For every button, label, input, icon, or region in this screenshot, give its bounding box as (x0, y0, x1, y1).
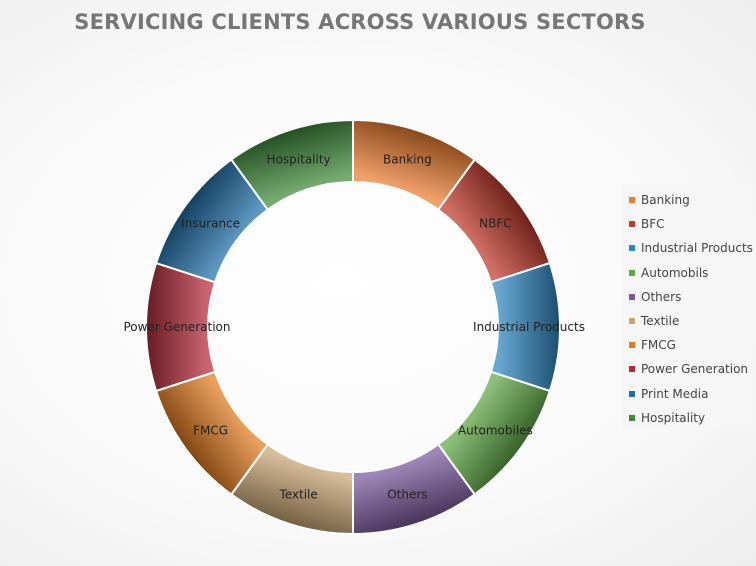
slices-group (145, 118, 561, 536)
slice-hospitality (229, 118, 354, 212)
legend-swatch (629, 366, 635, 373)
slice-label-insurance: Insurance (181, 217, 240, 231)
slice-label-nbfc: NBFC (479, 217, 512, 231)
legend-swatch (629, 414, 635, 421)
slice-label-textile: Textile (278, 487, 317, 501)
slice-label-power-generation: Power Generation (123, 320, 230, 334)
chart-title: SERVICING CLIENTS ACROSS VARIOUS SECTORS (74, 10, 646, 34)
legend-label: Hospitality (641, 410, 706, 425)
legend-label: Industrial Products (641, 241, 753, 256)
legend-label: Others (641, 289, 682, 304)
legend-item-textile: Textile (622, 309, 754, 333)
legend-swatch (629, 293, 635, 300)
slice-label-hospitality: Hospitality (267, 153, 331, 167)
legend-item-fmcg: FMCG (622, 333, 754, 357)
legend-item-hospitality: Hospitality (622, 406, 754, 430)
legend-swatch (629, 269, 635, 276)
legend-label: Print Media (641, 386, 709, 401)
legend-label: Automobils (641, 265, 709, 280)
legend-item-banking: Banking (622, 188, 754, 212)
legend-item-industrial-products: Industrial Products (622, 236, 754, 260)
legend-item-print-media: Print Media (622, 382, 754, 406)
legend-item-automobils: Automobils (622, 261, 754, 285)
legend-swatch (629, 221, 635, 228)
legend-item-power-generation: Power Generation (622, 357, 754, 381)
slice-label-industrial-products: Industrial Products (473, 320, 585, 334)
slice-label-banking: Banking (383, 153, 432, 167)
legend-item-bfc: BFC (622, 212, 754, 236)
legend-label: FMCG (641, 338, 676, 353)
slice-label-others: Others (387, 487, 427, 501)
legend: Banking BFC Industrial Products Automobils O… (622, 184, 754, 428)
legend-swatch (629, 197, 635, 204)
legend-label: Banking (641, 193, 690, 208)
legend-item-others: Others (622, 285, 754, 309)
legend-label: Power Generation (641, 362, 749, 377)
legend-swatch (629, 318, 635, 325)
legend-label: BFC (641, 217, 665, 232)
legend-swatch (629, 245, 635, 252)
slice-label-automobiles: Automobiles (458, 423, 533, 437)
legend-swatch (629, 342, 635, 349)
slice-label-fmcg: FMCG (193, 423, 228, 437)
legend-swatch (629, 390, 635, 397)
labels-group: Banking NBFC Industrial Products Automobile… (123, 153, 584, 502)
legend-label: Textile (641, 314, 680, 329)
